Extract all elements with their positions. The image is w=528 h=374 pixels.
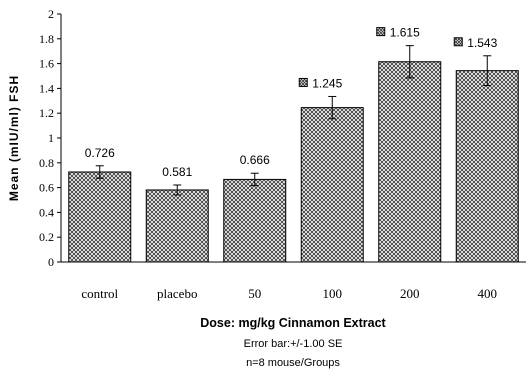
data-label-50: 0.666 bbox=[240, 153, 270, 167]
error-bar-100 bbox=[328, 95, 337, 120]
error-bar-note: Error bar:+/-1.00 SE bbox=[244, 338, 343, 350]
y-tick-label: 1.2 bbox=[39, 106, 54, 120]
significance-marker bbox=[453, 37, 463, 47]
category-label: 200 bbox=[400, 286, 420, 301]
data-label-400: 1.543 bbox=[467, 36, 497, 50]
category-label: 400 bbox=[478, 286, 498, 301]
bar-400 bbox=[455, 70, 519, 263]
error-bar-200 bbox=[405, 45, 414, 79]
category-label: 50 bbox=[248, 286, 261, 301]
y-tick-label: 0.8 bbox=[39, 156, 54, 170]
sample-size-note: n=8 mouse/Groups bbox=[246, 357, 340, 369]
error-bar-400 bbox=[483, 55, 492, 87]
y-tick-label: 0.2 bbox=[39, 230, 54, 244]
y-tick-label: 0.6 bbox=[39, 181, 54, 195]
data-label-control: 0.726 bbox=[85, 146, 115, 160]
y-tick-label: 0.4 bbox=[39, 205, 54, 219]
category-label: 100 bbox=[323, 286, 343, 301]
significance-marker bbox=[376, 27, 386, 37]
error-bar-control bbox=[95, 165, 104, 179]
bar-placebo bbox=[145, 189, 209, 263]
data-label-100: 1.245 bbox=[312, 76, 342, 90]
category-labels: control placebo 50 100 200 400 bbox=[81, 286, 497, 301]
y-tick-label: 1.4 bbox=[39, 81, 54, 95]
bars: 0.726 0.581 0.666 1.245 1.615 1.543 bbox=[68, 26, 519, 263]
x-axis-label: Dose: mg/kg Cinnamon Extract bbox=[200, 316, 386, 330]
significance-marker bbox=[298, 77, 308, 87]
category-label: placebo bbox=[157, 286, 197, 301]
y-tick-label: 0 bbox=[48, 255, 54, 269]
y-tick-label: 2 bbox=[48, 7, 54, 21]
bar-200 bbox=[378, 61, 442, 263]
error-bar-placebo bbox=[173, 184, 182, 196]
bar-100 bbox=[300, 107, 364, 263]
y-tick-label: 1.8 bbox=[39, 32, 54, 46]
error-bar-50 bbox=[250, 172, 259, 187]
bar-50 bbox=[223, 178, 287, 263]
category-label: control bbox=[81, 286, 118, 301]
y-axis-ticks: 0 0.2 0.4 0.6 0.8 1 1.2 1.4 1.6 1.8 2 bbox=[39, 7, 61, 269]
y-tick-label: 1 bbox=[48, 131, 54, 145]
y-axis-label: Mean (mIU/ml) FSH bbox=[7, 75, 21, 201]
y-tick-label: 1.6 bbox=[39, 57, 54, 71]
data-label-200: 1.615 bbox=[390, 26, 420, 40]
data-label-placebo: 0.581 bbox=[162, 165, 192, 179]
bar-control bbox=[68, 171, 132, 263]
